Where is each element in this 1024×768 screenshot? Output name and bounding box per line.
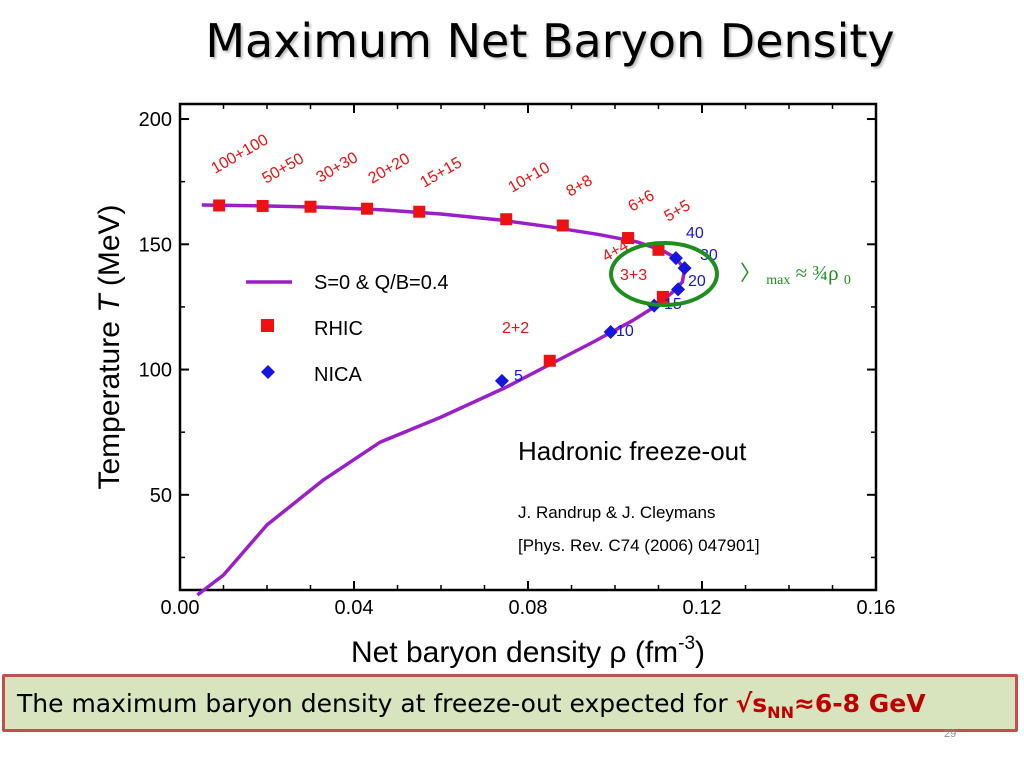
rhic-marker [500, 213, 513, 226]
hadronic-freeze-out-label: Hadronic freeze-out [518, 436, 747, 466]
max-density-circle [609, 241, 719, 307]
rhic-point-label: 20+20 [366, 150, 414, 187]
nica-marker [668, 251, 683, 266]
rhic-point-label: 15+15 [418, 154, 466, 191]
y-tick-label: 100 [139, 360, 172, 382]
axis-ticks [179, 104, 877, 590]
legend-diamond-swatch [261, 365, 275, 379]
y-tick-label: 50 [150, 485, 172, 507]
nica-marker [494, 373, 509, 388]
rhic-marker [556, 219, 569, 232]
rhic-marker [413, 205, 426, 218]
rhic-marker [656, 290, 669, 303]
rhic-marker [622, 232, 635, 245]
rhic-marker [652, 243, 665, 256]
rhic-point-label: 50+50 [260, 150, 308, 187]
nica-point-label: 20 [688, 273, 706, 290]
y-axis-title: Temperature T (MeV) [93, 204, 126, 489]
legend-label-curve: S=0 & Q/B=0.4 [314, 272, 449, 294]
rhic-point-label: 8+8 [564, 172, 596, 200]
legend-square-swatch [261, 319, 274, 332]
rhic-marker [543, 354, 556, 367]
rhic-marker [361, 202, 374, 215]
rhic-point-label: 30+30 [314, 149, 362, 186]
conclusion-box: The maximum baryon density at freeze-out… [2, 674, 1018, 732]
x-tick-label: 0.08 [509, 597, 548, 619]
y-tick-label: 150 [139, 234, 172, 256]
x-tick-label: 0.16 [857, 597, 896, 619]
nica-markers [494, 251, 692, 388]
reference-authors: J. Randrup & J. Cleymans [518, 503, 715, 522]
rhic-markers [213, 199, 669, 367]
rhic-marker [304, 200, 317, 213]
rhic-point-label: 5+5 [662, 197, 694, 225]
nica-point-label: 5 [514, 368, 523, 385]
freeze-out-curve [196, 203, 687, 597]
reference-journal: [Phys. Rev. C74 (2006) 047901] [518, 536, 760, 555]
conclusion-main: The maximum baryon density at freeze-out… [17, 689, 736, 718]
legend-label-nica: NICA [314, 364, 362, 386]
nica-point-label: 40 [686, 225, 704, 242]
x-axis-title: Net baryon density ρ (fm-3) [351, 633, 705, 669]
slide-title: Maximum Net Baryon Density [205, 14, 895, 68]
x-tick-label: 0.12 [683, 597, 722, 619]
x-tick-label: 0.00 [161, 597, 200, 619]
max-density-note: 〉 max ≈ ¾ρ 0 [740, 261, 851, 289]
rhic-point-label: 6+6 [626, 187, 658, 215]
nica-point-label: 10 [616, 323, 634, 340]
rhic-point-label: 10+10 [506, 159, 554, 196]
tick-labels: 0.00 0.04 0.08 0.12 0.16 50 100 150 200 [139, 109, 896, 619]
nica-marker [671, 282, 686, 297]
conclusion-text: The maximum baryon density at freeze-out… [17, 689, 926, 722]
rhic-point-label: 3+3 [620, 267, 647, 284]
x-tick-label: 0.04 [335, 597, 374, 619]
y-tick-label: 200 [139, 109, 172, 131]
rhic-marker [256, 199, 269, 212]
rhic-marker [213, 199, 226, 212]
legend-label-rhic: RHIC [314, 318, 363, 340]
nica-marker [603, 324, 618, 339]
rhic-extra-label: 2+2 [502, 320, 529, 337]
conclusion-highlight: √sNN≈6-8 GeV [735, 689, 926, 722]
page-number: 29 [944, 728, 957, 740]
nica-marker [677, 261, 692, 276]
